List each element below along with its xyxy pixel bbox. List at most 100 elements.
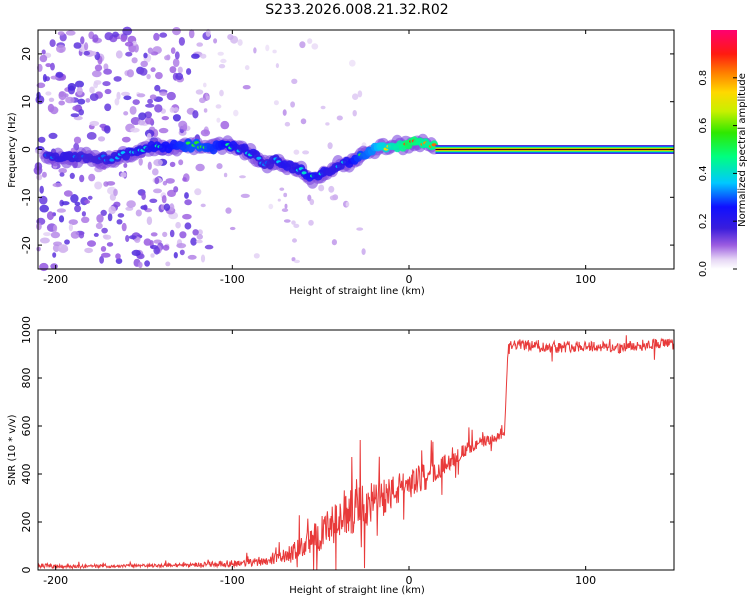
noise-blob bbox=[103, 234, 112, 240]
noise-blob bbox=[291, 220, 296, 225]
noise-blob bbox=[41, 49, 46, 55]
noise-blob bbox=[121, 136, 131, 143]
noise-blob bbox=[284, 203, 288, 209]
noise-blob bbox=[103, 68, 112, 75]
noise-blob bbox=[309, 198, 315, 206]
noise-blob bbox=[106, 181, 116, 186]
noise-blob bbox=[220, 58, 227, 64]
noise-blob bbox=[272, 49, 277, 54]
noise-blob bbox=[136, 93, 146, 98]
snr-line bbox=[37, 335, 674, 571]
spectrogram-x-ticks: -200 -100 0 100 bbox=[43, 30, 596, 286]
noise-blob bbox=[143, 238, 152, 246]
noise-blob bbox=[138, 261, 143, 269]
noise-blob bbox=[227, 34, 234, 40]
noise-blob bbox=[176, 243, 187, 249]
noise-blob bbox=[215, 104, 222, 109]
noise-blob bbox=[36, 222, 42, 231]
noise-blob bbox=[49, 106, 59, 115]
noise-blob bbox=[320, 105, 326, 110]
noise-blob bbox=[132, 99, 140, 105]
snr-y-label: SNR (10 * v/v) bbox=[7, 414, 18, 485]
noise-blob bbox=[55, 71, 64, 78]
colorbar: 0.0 0.2 0.4 0.6 0.8 Normalized spectral ampl… bbox=[698, 30, 748, 277]
noise-blob bbox=[265, 44, 270, 52]
noise-blob bbox=[117, 213, 125, 218]
noise-blob bbox=[101, 227, 108, 234]
noise-blob bbox=[113, 76, 122, 82]
noise-blob bbox=[102, 81, 111, 87]
noise-blob bbox=[84, 247, 93, 254]
noise-blob bbox=[195, 89, 204, 95]
noise-blob bbox=[67, 83, 77, 91]
spectrogram-y-label: Frequency (Hz) bbox=[7, 112, 18, 188]
noise-blob bbox=[213, 38, 218, 44]
y-tick-label: 10 bbox=[20, 95, 33, 109]
noise-blob bbox=[39, 237, 50, 244]
y-tick-label: -20 bbox=[20, 236, 33, 254]
noise-blob bbox=[154, 177, 160, 185]
noise-blob bbox=[186, 68, 192, 75]
noise-blob bbox=[104, 32, 114, 41]
noise-blob bbox=[197, 229, 203, 236]
noise-blob bbox=[199, 97, 206, 104]
noise-blob bbox=[307, 38, 313, 44]
noise-blob bbox=[253, 47, 257, 54]
noise-blob bbox=[217, 51, 224, 56]
carrier-blob bbox=[122, 152, 130, 161]
spectrogram-x-label: Height of straight line (km) bbox=[289, 286, 425, 297]
y-tick-label: 400 bbox=[20, 464, 33, 485]
noise-blob bbox=[233, 109, 239, 117]
noise-blob bbox=[192, 110, 199, 119]
noise-blob bbox=[143, 52, 148, 59]
noise-blob bbox=[45, 91, 52, 96]
noise-blob bbox=[169, 229, 175, 238]
noise-blob bbox=[58, 244, 68, 254]
noise-blob bbox=[172, 114, 181, 122]
x-tick-label: 0 bbox=[406, 574, 413, 587]
y-tick-label: 0 bbox=[20, 567, 33, 574]
noise-blob bbox=[200, 53, 207, 59]
noise-blob bbox=[133, 43, 139, 53]
noise-blob bbox=[52, 244, 60, 253]
noise-blob bbox=[164, 55, 170, 61]
noise-blob bbox=[352, 110, 357, 117]
noise-blob bbox=[300, 118, 307, 125]
y-tick-label: 800 bbox=[20, 368, 33, 389]
noise-blob bbox=[96, 214, 104, 223]
noise-blob bbox=[141, 192, 146, 200]
y-tick-label: 600 bbox=[20, 416, 33, 437]
noise-blob bbox=[345, 201, 350, 207]
noise-blob bbox=[87, 240, 96, 247]
noise-blob bbox=[65, 30, 76, 36]
noise-blob bbox=[36, 82, 46, 89]
noise-blob bbox=[108, 206, 116, 215]
noise-blob bbox=[225, 207, 232, 214]
noise-blob bbox=[178, 120, 188, 130]
noise-blob bbox=[279, 187, 285, 191]
noise-blob bbox=[46, 211, 54, 221]
x-tick-label: 100 bbox=[575, 273, 596, 286]
noise-blob bbox=[147, 98, 154, 105]
y-tick-label: -10 bbox=[20, 188, 33, 206]
noise-blob bbox=[76, 86, 83, 96]
noise-blob bbox=[112, 31, 119, 38]
noise-blob bbox=[78, 231, 85, 239]
noise-blob bbox=[150, 253, 155, 258]
snr-y-ticks: 0 200 400 600 800 1000 bbox=[20, 316, 674, 574]
spectrogram-heatmap bbox=[33, 26, 674, 272]
noise-blob bbox=[318, 184, 325, 192]
noise-blob bbox=[50, 263, 58, 270]
noise-blob bbox=[239, 175, 246, 179]
y-tick-label: 1000 bbox=[20, 316, 33, 344]
snr-background bbox=[38, 330, 674, 570]
noise-blob bbox=[97, 136, 106, 142]
noise-blob bbox=[104, 88, 112, 95]
snr-panel: -200 -100 0 100 0 200 400 600 800 1000 Height of… bbox=[7, 316, 675, 596]
noise-blob bbox=[58, 215, 65, 223]
snr-x-ticks: -200 -100 0 100 bbox=[43, 330, 596, 587]
noise-blob bbox=[91, 51, 97, 56]
colorbar-gradient bbox=[711, 30, 737, 269]
colorbar-label: Normalized spectral amplitude bbox=[737, 73, 748, 227]
noise-blob bbox=[291, 78, 298, 85]
